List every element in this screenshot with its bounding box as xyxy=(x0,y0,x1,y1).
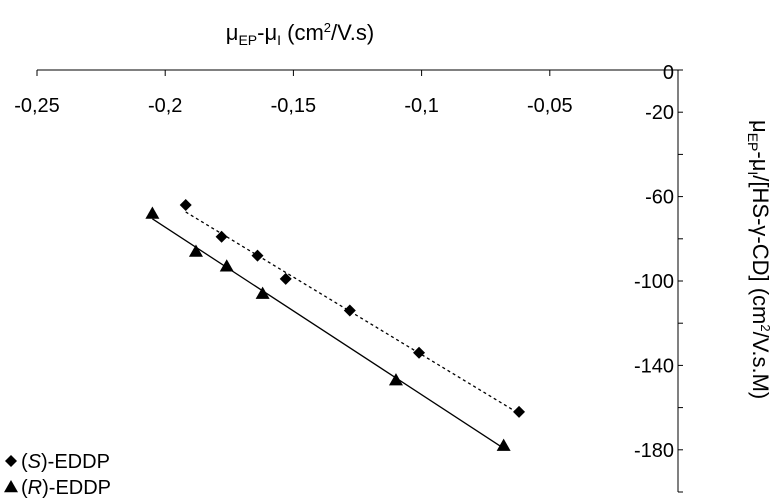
x-tick-label: -0,05 xyxy=(527,95,573,117)
series-layer xyxy=(145,199,526,451)
y-tick-label: -20 xyxy=(645,102,674,124)
data-point-s-eddp xyxy=(251,249,264,262)
legend-marker-r-eddp xyxy=(4,480,18,493)
data-point-r-eddp xyxy=(145,206,160,219)
y-axis-title: μEP-μI/[HS-γ-CD] (cm2/V.s.M) xyxy=(745,120,773,399)
data-point-s-eddp xyxy=(179,199,192,212)
data-point-s-eddp xyxy=(279,272,292,285)
x-tick-label: -0,1 xyxy=(404,95,438,117)
x-tick-label: -0,15 xyxy=(271,95,317,117)
axes: -0,25 -0,2 -0,15 -0,1 -0,05 0 -20 -60 -100 -140 -1… xyxy=(14,62,683,493)
y-tick-label: 0 xyxy=(663,62,674,84)
x-tick-label: -0,2 xyxy=(148,95,182,117)
data-point-r-eddp xyxy=(496,438,511,451)
legend-label-s-eddp: (S)-EDDP xyxy=(21,451,110,473)
data-point-s-eddp xyxy=(343,304,356,317)
data-point-r-eddp xyxy=(219,259,234,272)
data-point-r-eddp xyxy=(255,286,270,299)
series-s-eddp xyxy=(179,199,526,418)
y-tick-label: -140 xyxy=(634,355,674,377)
y-tick-label: -180 xyxy=(634,440,674,462)
x-tick-label: -0,25 xyxy=(14,95,60,117)
y-tick-label: -100 xyxy=(634,271,674,293)
data-point-r-eddp xyxy=(188,244,203,257)
y-tick-label: -60 xyxy=(645,187,674,209)
x-axis-title: μEP-μI (cm2/V.s) xyxy=(226,20,375,48)
legend: (S)-EDDP (R)-EDDP xyxy=(4,451,111,499)
data-point-r-eddp xyxy=(388,373,403,386)
trend-line-r-eddp xyxy=(152,218,505,449)
data-point-s-eddp xyxy=(513,405,526,418)
series-r-eddp xyxy=(145,206,511,451)
legend-label-r-eddp: (R)-EDDP xyxy=(21,477,111,499)
legend-marker-s-eddp xyxy=(5,455,17,467)
data-point-s-eddp xyxy=(413,346,426,359)
data-point-s-eddp xyxy=(215,230,228,243)
